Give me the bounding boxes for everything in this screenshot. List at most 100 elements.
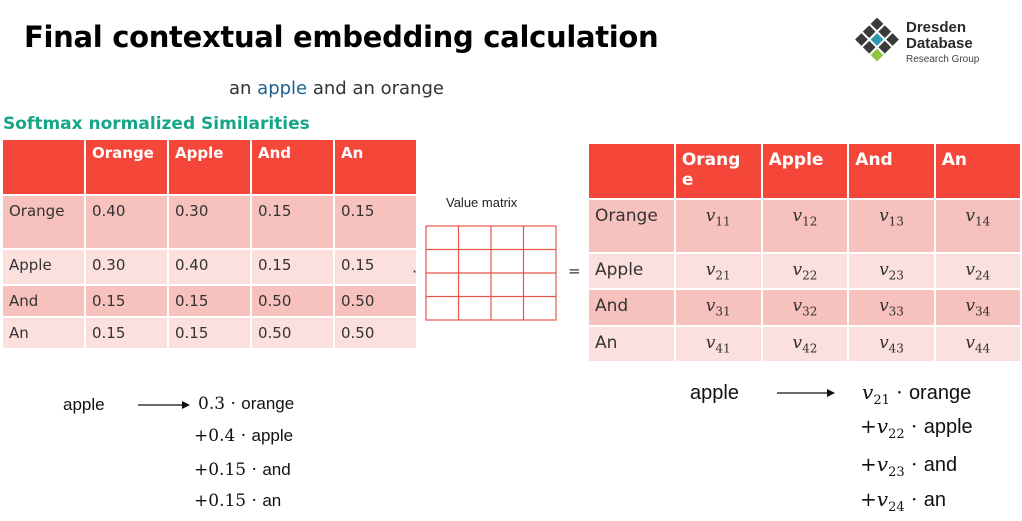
table-cell: 0.15	[86, 318, 167, 348]
table-cell: 0.30	[169, 196, 250, 248]
term-op: ·	[246, 460, 263, 480]
term-symbol: v	[876, 452, 889, 476]
header-cell: And	[252, 140, 333, 194]
header-cell	[3, 140, 84, 194]
cell-symbol: v	[965, 206, 976, 226]
cell-subscript: 41	[715, 341, 731, 356]
table-row: And 0.15 0.15 0.50 0.50	[3, 286, 416, 316]
cell-subscript: 14	[975, 214, 991, 229]
header-cell: And	[849, 144, 934, 198]
table-cell: v24	[935, 254, 1020, 289]
term-symbol: v	[876, 487, 889, 511]
cell-subscript: 32	[802, 304, 818, 319]
cell-subscript: 43	[888, 341, 904, 356]
table-cell: v41	[675, 326, 761, 362]
logo-line-1: Dresden	[906, 19, 967, 36]
example-sentence: an apple and an orange	[229, 78, 444, 99]
term-symbol: v	[876, 414, 889, 438]
right-formula-word: apple	[690, 382, 739, 404]
term-word: orange	[908, 382, 972, 404]
table-cell: v34	[935, 290, 1020, 325]
term-prefix: +	[194, 426, 209, 446]
table-row: Orange 0.40 0.30 0.15 0.15	[3, 196, 416, 248]
term-prefix: +	[860, 452, 877, 476]
header-cell: Apple	[762, 144, 848, 198]
table-cell: 0.50	[335, 318, 416, 348]
row-label: Orange	[589, 200, 674, 252]
row-label: Apple	[3, 250, 84, 284]
term-word: and	[923, 454, 958, 476]
cell-symbol: v	[792, 332, 803, 353]
page-title: Final contextual embedding calculation	[24, 20, 659, 54]
right-formula-term: v21 · orange	[862, 380, 971, 408]
cell-symbol: v	[879, 260, 889, 280]
table-cell: 0.50	[252, 318, 333, 348]
term-op: ·	[225, 394, 242, 414]
term-word: an	[262, 491, 282, 510]
term-word: and	[262, 460, 291, 479]
table-cell: v13	[849, 200, 934, 252]
cell-symbol: v	[792, 260, 803, 280]
cell-subscript: 13	[888, 214, 904, 229]
table-cell: 0.30	[86, 250, 167, 284]
left-formula-term: 0.3 · orange	[198, 394, 294, 414]
cell-symbol: v	[879, 206, 889, 226]
left-arrow-icon	[138, 401, 190, 409]
cell-symbol: v	[705, 206, 716, 226]
table-cell: 0.40	[169, 250, 250, 284]
cell-symbol: v	[965, 296, 976, 317]
table-cell: 0.40	[86, 196, 167, 248]
right-formula-term: +v24 · an	[860, 487, 946, 515]
equals-operator: =	[568, 262, 581, 280]
table-cell: 0.15	[252, 250, 333, 284]
table-cell: 0.15	[169, 286, 250, 316]
row-label: An	[589, 326, 674, 362]
left-formula-term: +0.15 · and	[194, 460, 291, 480]
term-op: ·	[904, 487, 924, 511]
sentence-highlight: apple	[257, 78, 308, 99]
table-cell: 0.15	[169, 318, 250, 348]
term-word: apple	[923, 416, 973, 438]
table-row: Apple v21 v22 v23 v24	[589, 254, 1020, 289]
header-cell	[589, 144, 674, 198]
cell-symbol: v	[792, 206, 803, 226]
table-cell: 0.50	[252, 286, 333, 316]
header-cell: Apple	[169, 140, 250, 194]
term-subscript: 24	[888, 500, 905, 515]
term-subscript: 23	[888, 465, 905, 480]
table-header-row: Orange Apple And An	[3, 140, 416, 194]
term-op: ·	[235, 426, 252, 446]
left-formula-term: +0.15 · an	[194, 491, 281, 511]
cell-subscript: 31	[715, 304, 731, 319]
cell-subscript: 12	[802, 214, 818, 229]
sentence-post: and an orange	[307, 78, 444, 99]
term-op: ·	[889, 380, 909, 404]
term-subscript: 22	[888, 427, 905, 442]
table-cell: v43	[849, 326, 934, 362]
table-cell: v14	[935, 200, 1020, 252]
table-cell: v23	[849, 254, 934, 289]
table-cell: v11	[675, 200, 761, 252]
result-table: Orang e Apple And An Orange v11 v12 v13 …	[587, 142, 1022, 363]
cell-symbol: v	[705, 296, 716, 317]
term-symbol: v	[862, 380, 874, 404]
table-cell: 0.15	[252, 196, 333, 248]
table-row: And v31 v32 v33 v34	[589, 290, 1020, 325]
term-word: apple	[251, 426, 294, 445]
term-coef: 0.15	[208, 460, 247, 480]
header-cell: Orange	[86, 140, 167, 194]
similarity-subtitle: Softmax normalized Similarities	[3, 114, 310, 134]
value-matrix-grid	[425, 225, 557, 321]
row-label: And	[589, 290, 674, 325]
header-cell: An	[935, 144, 1020, 198]
term-op: ·	[246, 491, 263, 511]
table-cell: v44	[935, 326, 1020, 362]
cell-symbol: v	[705, 260, 716, 280]
table-cell: 0.15	[335, 196, 416, 248]
table-cell: v21	[675, 254, 761, 289]
cell-symbol: v	[965, 260, 976, 280]
cell-symbol: v	[965, 332, 976, 353]
table-cell: v22	[762, 254, 848, 289]
cell-symbol: v	[879, 332, 889, 353]
row-label: An	[3, 318, 84, 348]
